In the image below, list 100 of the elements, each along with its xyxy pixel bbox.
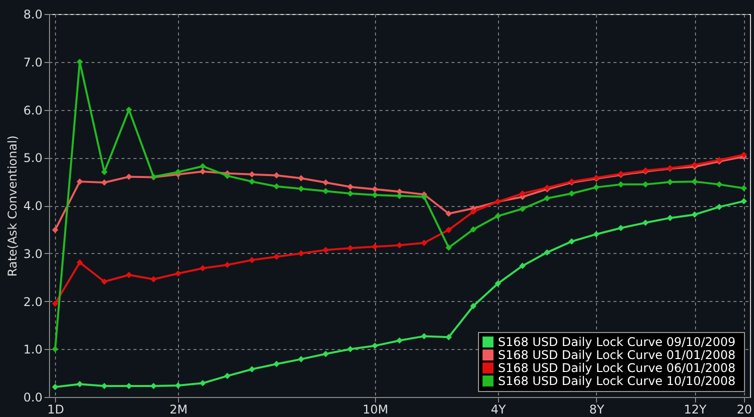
- point: [126, 174, 132, 180]
- point: [347, 346, 354, 352]
- point: [593, 231, 600, 238]
- point: [248, 178, 256, 185]
- y-tick-label: 4.0: [23, 199, 42, 213]
- x-tick-label: 2M: [170, 402, 188, 416]
- point: [52, 346, 58, 352]
- point: [52, 384, 58, 390]
- point: [298, 186, 304, 192]
- point: [322, 179, 329, 186]
- x-tick-label: 20: [736, 402, 752, 416]
- point: [273, 172, 280, 178]
- y-tick-label: 7.0: [23, 55, 42, 70]
- point: [716, 204, 722, 210]
- point: [298, 250, 304, 257]
- point: [273, 254, 280, 260]
- y-tick-label: 6.0: [23, 103, 42, 118]
- point: [322, 246, 329, 254]
- point: [76, 259, 83, 266]
- legend-label: S168 USD Daily Lock Curve 09/10/2009: [498, 335, 736, 349]
- point: [273, 360, 280, 368]
- point: [372, 342, 378, 349]
- point: [322, 188, 329, 194]
- point: [200, 380, 206, 386]
- point: [126, 106, 132, 113]
- point: [519, 206, 526, 212]
- x-tick-label: 12Y: [684, 402, 708, 416]
- point: [642, 181, 649, 188]
- point: [174, 382, 182, 389]
- legend-label: S168 USD Daily Lock Curve 10/10/2008: [498, 374, 736, 388]
- y-tick-label: 0.0: [23, 390, 42, 404]
- point: [200, 265, 206, 272]
- point: [372, 244, 378, 250]
- point: [618, 224, 624, 232]
- point: [224, 262, 230, 268]
- point: [470, 208, 476, 215]
- y-axis-title: Rate(Ask Conventional): [5, 135, 20, 277]
- point: [347, 184, 354, 190]
- point: [174, 168, 182, 176]
- point: [470, 226, 476, 233]
- point: [420, 194, 428, 200]
- point: [691, 178, 698, 185]
- point: [666, 178, 674, 186]
- point: [446, 244, 452, 251]
- point: [224, 172, 230, 179]
- point: [568, 238, 575, 245]
- point: [396, 337, 403, 344]
- point: [150, 276, 157, 282]
- point: [568, 190, 575, 197]
- point: [76, 380, 83, 388]
- point: [519, 262, 526, 269]
- point: [666, 214, 674, 222]
- point: [347, 244, 354, 252]
- point: [396, 192, 403, 200]
- point: [248, 256, 256, 264]
- point: [470, 302, 476, 310]
- point: [200, 163, 206, 170]
- point: [224, 372, 230, 380]
- point: [519, 190, 526, 197]
- y-tick-label: 2.0: [23, 294, 42, 309]
- point: [52, 226, 58, 234]
- point: [544, 249, 550, 256]
- point: [494, 280, 502, 287]
- point: [76, 178, 83, 185]
- point: [248, 366, 256, 372]
- point: [372, 192, 378, 198]
- point: [593, 184, 600, 190]
- point: [322, 350, 329, 358]
- point: [372, 186, 378, 192]
- point: [126, 272, 132, 278]
- y-tick-label: 8.0: [23, 8, 42, 22]
- x-tick-label: 1D: [47, 402, 64, 416]
- point: [420, 333, 428, 340]
- point: [174, 270, 182, 277]
- point: [544, 195, 550, 202]
- point: [740, 198, 748, 204]
- y-tick-label: 5.0: [23, 151, 42, 166]
- point: [101, 179, 108, 186]
- y-tick-label: 3.0: [23, 246, 42, 261]
- point: [740, 185, 748, 192]
- x-tick-label: 10M: [362, 402, 388, 416]
- point: [446, 210, 452, 217]
- point: [446, 334, 452, 340]
- x-tick-label: 4Y: [490, 402, 507, 416]
- point: [716, 181, 722, 188]
- point: [52, 300, 58, 307]
- point: [101, 278, 108, 285]
- point: [298, 356, 304, 362]
- point: [396, 242, 403, 248]
- point: [248, 171, 256, 178]
- point: [618, 181, 624, 188]
- legend-label: S168 USD Daily Lock Curve 06/01/2008: [498, 361, 736, 375]
- point: [494, 212, 502, 220]
- point: [273, 183, 280, 190]
- point: [420, 240, 428, 246]
- point: [642, 220, 649, 226]
- y-tick-label: 1.0: [23, 342, 42, 357]
- point: [298, 175, 304, 182]
- x-tick-label: 8Y: [589, 402, 605, 416]
- point: [446, 226, 452, 234]
